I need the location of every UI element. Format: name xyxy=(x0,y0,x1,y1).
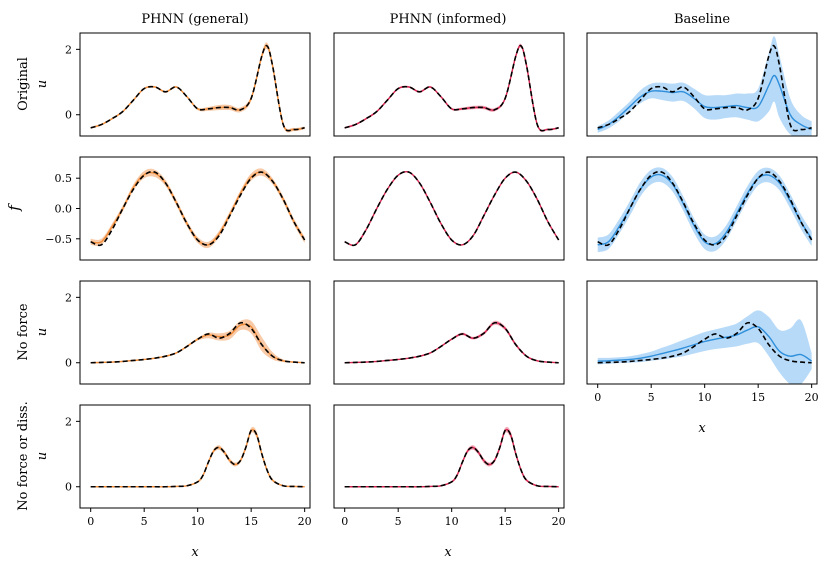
ground-truth-line xyxy=(597,170,813,247)
ground-truth-line xyxy=(597,321,812,364)
plot-area xyxy=(597,36,812,136)
x-tick-label: 20 xyxy=(805,391,819,404)
plot-area xyxy=(344,320,559,364)
row-var-label-original: u xyxy=(35,80,50,88)
chart-panel: 02 xyxy=(65,280,311,385)
axes-frame xyxy=(79,280,311,385)
axes-frame xyxy=(79,32,311,137)
uncertainty-band xyxy=(344,43,559,132)
x-tick-label: 5 xyxy=(395,515,402,528)
y-tick-label: 0 xyxy=(65,109,72,122)
x-tick-label: 0 xyxy=(341,515,348,528)
chart-panel: 02 xyxy=(65,32,311,137)
uncertainty-band xyxy=(90,426,305,488)
prediction-line xyxy=(344,170,560,247)
x-tick-label: 15 xyxy=(244,515,258,528)
plot-area xyxy=(597,167,813,253)
x-tick-label: 15 xyxy=(498,515,512,528)
ground-truth-line xyxy=(90,170,306,247)
plot-area xyxy=(344,170,560,247)
row-var-label-no-force: u xyxy=(35,328,50,336)
plot-area xyxy=(344,43,559,132)
chart-panel xyxy=(333,156,565,261)
plot-area xyxy=(90,426,305,488)
x-tick-label: 0 xyxy=(594,391,601,404)
prediction-line xyxy=(597,325,813,362)
row-label-no-force: No force xyxy=(16,303,31,360)
axes-frame xyxy=(333,280,565,385)
chart-panel: 0 5 10 15 20 xyxy=(586,280,819,404)
x-tick-label: 10 xyxy=(698,391,712,404)
ground-truth-line xyxy=(344,44,559,132)
uncertainty-band xyxy=(597,167,812,253)
axes-frame xyxy=(79,156,311,261)
axes-frame xyxy=(333,32,565,137)
x-tick-label: 15 xyxy=(751,391,765,404)
axes-frame xyxy=(333,404,565,509)
ground-truth-line xyxy=(90,428,305,488)
x-tick-label: 0 xyxy=(87,515,94,528)
ground-truth-line xyxy=(597,44,812,132)
chart-panel xyxy=(586,32,818,137)
prediction-line xyxy=(90,44,305,132)
ground-truth-line xyxy=(90,321,305,364)
column-title-informed: PHNN (informed) xyxy=(390,12,507,27)
x-axis-label-general: x xyxy=(191,545,199,560)
x-tick-label: 5 xyxy=(141,515,148,528)
plot-area xyxy=(90,319,305,364)
uncertainty-band xyxy=(90,319,305,364)
y-tick-label: 0.0 xyxy=(55,203,73,216)
prediction-line xyxy=(344,44,559,132)
prediction-line xyxy=(90,428,305,488)
row-var-label-no-force-or-diss: u xyxy=(35,452,50,460)
y-tick-label: 2 xyxy=(65,43,72,56)
x-axis-label-baseline: x xyxy=(698,421,706,436)
axes-frame xyxy=(586,156,818,261)
chart-panel: 020 5 10 15 20 xyxy=(65,404,312,528)
y-tick-label: −0.5 xyxy=(45,233,72,246)
ground-truth-line xyxy=(344,170,560,247)
row-label-original: Original xyxy=(16,57,31,111)
axes-frame xyxy=(586,280,818,385)
y-tick-label: 0.5 xyxy=(55,172,73,185)
x-tick-label: 20 xyxy=(298,515,312,528)
uncertainty-band xyxy=(90,42,305,133)
x-tick-label: 10 xyxy=(445,515,459,528)
axes-frame xyxy=(586,32,818,137)
uncertainty-band xyxy=(344,426,559,488)
axes-frame xyxy=(333,156,565,261)
column-title-baseline: Baseline xyxy=(674,12,730,27)
row-var-label-f: f xyxy=(5,203,23,212)
chart-panel: −0.5 0.0 0.5 xyxy=(45,156,311,261)
y-tick-label: 0 xyxy=(65,481,72,494)
chart-panel: 0 5 10 15 20 xyxy=(333,404,566,528)
ground-truth-line xyxy=(90,44,305,132)
prediction-line xyxy=(597,74,812,131)
plot-area xyxy=(90,168,306,249)
y-tick-label: 2 xyxy=(65,291,72,304)
x-tick-label: 20 xyxy=(552,515,566,528)
y-tick-label: 2 xyxy=(65,415,72,428)
plot-area xyxy=(344,426,559,488)
ground-truth-line xyxy=(344,321,559,364)
x-tick-label: 5 xyxy=(648,391,655,404)
x-tick-label: 10 xyxy=(191,515,205,528)
plot-area xyxy=(90,42,305,133)
y-tick-label: 0 xyxy=(65,357,72,370)
plot-area xyxy=(597,310,813,384)
chart-panel xyxy=(586,156,818,261)
uncertainty-band xyxy=(597,36,812,136)
chart-panel xyxy=(333,32,565,137)
ground-truth-line xyxy=(344,428,559,488)
axes-frame xyxy=(79,404,311,509)
x-axis-label-informed: x xyxy=(444,545,452,560)
row-label-no-force-or-diss: No force or diss. xyxy=(16,401,31,510)
chart-panel xyxy=(333,280,565,385)
uncertainty-band xyxy=(597,310,812,384)
prediction-line xyxy=(344,428,559,488)
column-title-general: PHNN (general) xyxy=(141,12,248,27)
